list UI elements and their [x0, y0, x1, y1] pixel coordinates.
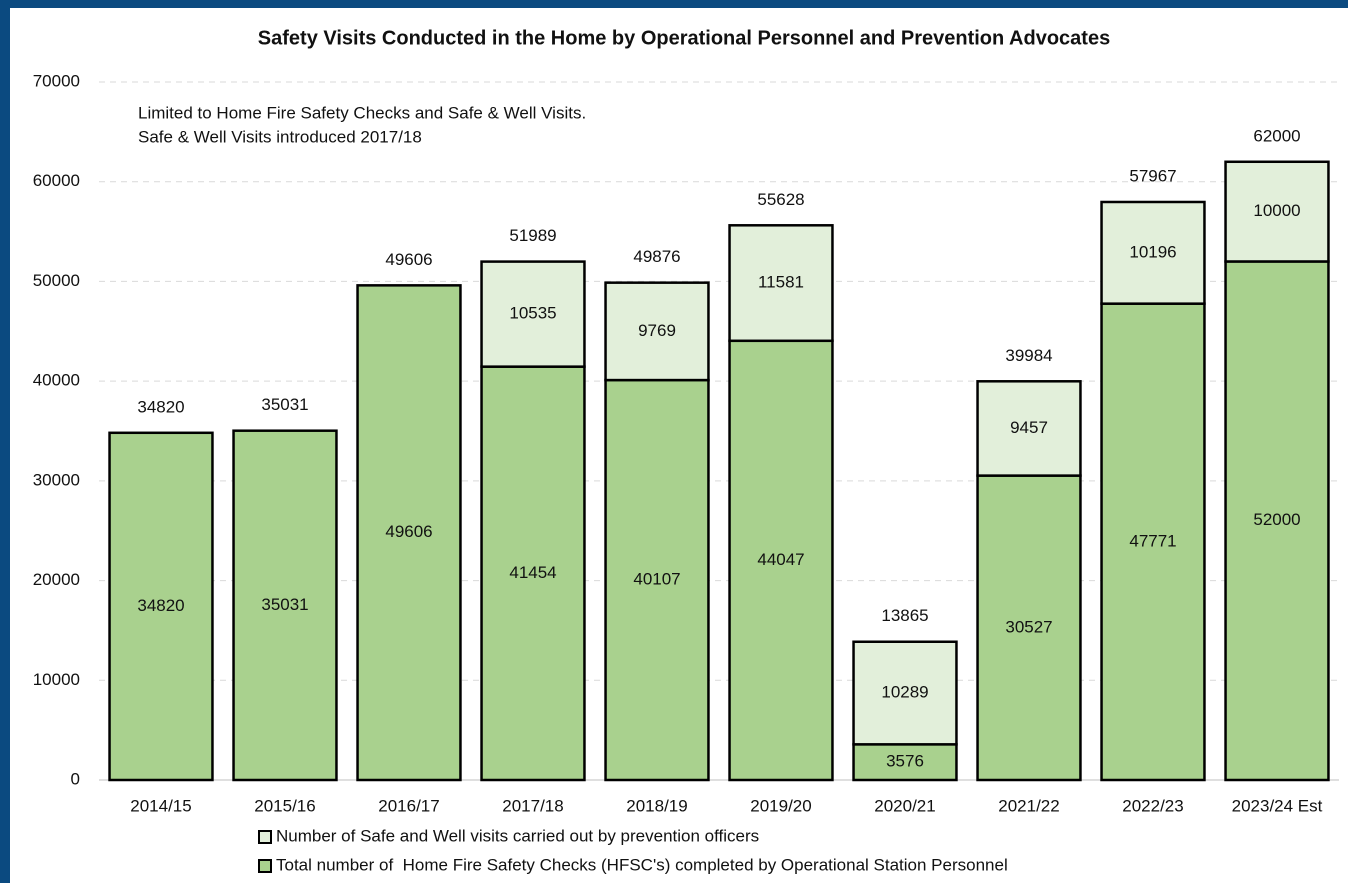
data-label: 10196	[1129, 242, 1176, 261]
y-tick-label: 50000	[33, 271, 80, 290]
y-tick-label: 30000	[33, 470, 80, 489]
total-label: 57967	[1129, 166, 1176, 185]
data-label: 30527	[1005, 617, 1052, 636]
bar-segment	[356, 284, 462, 782]
x-tick-label: 2022/23	[1122, 796, 1183, 815]
data-label: 41454	[509, 563, 556, 582]
annotation: Safe & Well Visits introduced 2017/18	[138, 127, 422, 146]
chart-title: Safety Visits Conducted in the Home by O…	[258, 27, 1110, 49]
x-tick-label: 2019/20	[750, 796, 811, 815]
total-label: 13865	[881, 606, 928, 625]
x-tick-label: 2018/19	[626, 796, 687, 815]
x-tick-label: 2014/15	[130, 796, 191, 815]
bar-segment	[852, 640, 958, 746]
y-tick-label: 70000	[33, 71, 80, 90]
data-label: 35031	[261, 595, 308, 614]
bar-segment	[108, 431, 214, 782]
data-label: 11581	[758, 273, 804, 292]
data-label: 9457	[1010, 418, 1048, 437]
bar-segment	[1224, 160, 1330, 263]
x-tick-label: 2017/18	[502, 796, 563, 815]
total-label: 35031	[261, 395, 308, 414]
bar-segment	[976, 380, 1082, 477]
data-label: 3576	[886, 752, 924, 771]
data-label: 52000	[1253, 510, 1300, 529]
total-label: 34820	[137, 397, 184, 416]
legend-label: Number of Safe and Well visits carried o…	[276, 826, 759, 845]
total-label: 39984	[1005, 346, 1052, 365]
y-tick-label: 10000	[33, 670, 80, 689]
total-label: 62000	[1253, 126, 1300, 145]
x-tick-label: 2016/17	[378, 796, 439, 815]
chart: Safety Visits Conducted in the Home by O…	[10, 8, 1348, 883]
data-label: 49606	[385, 522, 432, 541]
data-label: 10289	[881, 683, 928, 702]
y-tick-label: 40000	[33, 371, 80, 390]
data-label: 40107	[633, 570, 680, 589]
y-tick-label: 20000	[33, 570, 80, 589]
annotation: Limited to Home Fire Safety Checks and S…	[138, 103, 586, 122]
bar-segment	[1100, 200, 1206, 305]
legend-swatch	[258, 859, 272, 873]
total-label: 49876	[633, 247, 680, 266]
data-label: 47771	[1129, 531, 1176, 550]
data-label: 9769	[638, 321, 676, 340]
bar-segment	[480, 260, 586, 368]
x-tick-label: 2023/24 Est	[1232, 796, 1323, 815]
data-label: 10535	[509, 304, 556, 323]
legend-swatch	[258, 830, 272, 844]
legend-label: Total number of Home Fire Safety Checks …	[276, 855, 1008, 874]
total-label: 51989	[509, 226, 556, 245]
data-label: 34820	[137, 596, 184, 615]
bar-segment	[852, 743, 958, 782]
bar-segment	[976, 474, 1082, 782]
bar-segment	[232, 429, 338, 782]
y-tick-label: 60000	[33, 171, 80, 190]
data-label: 44047	[757, 550, 804, 569]
x-tick-label: 2021/22	[998, 796, 1059, 815]
bar-segment	[604, 281, 710, 382]
x-tick-label: 2020/21	[874, 796, 935, 815]
x-tick-label: 2015/16	[254, 796, 315, 815]
data-label: 10000	[1253, 201, 1300, 220]
bar-segment	[1224, 260, 1330, 782]
bar-segment	[728, 224, 834, 343]
bar-segment	[728, 339, 834, 782]
total-label: 55628	[757, 190, 804, 209]
y-tick-label: 0	[71, 769, 80, 788]
bar-segment	[1100, 302, 1206, 782]
total-label: 49606	[385, 250, 432, 269]
